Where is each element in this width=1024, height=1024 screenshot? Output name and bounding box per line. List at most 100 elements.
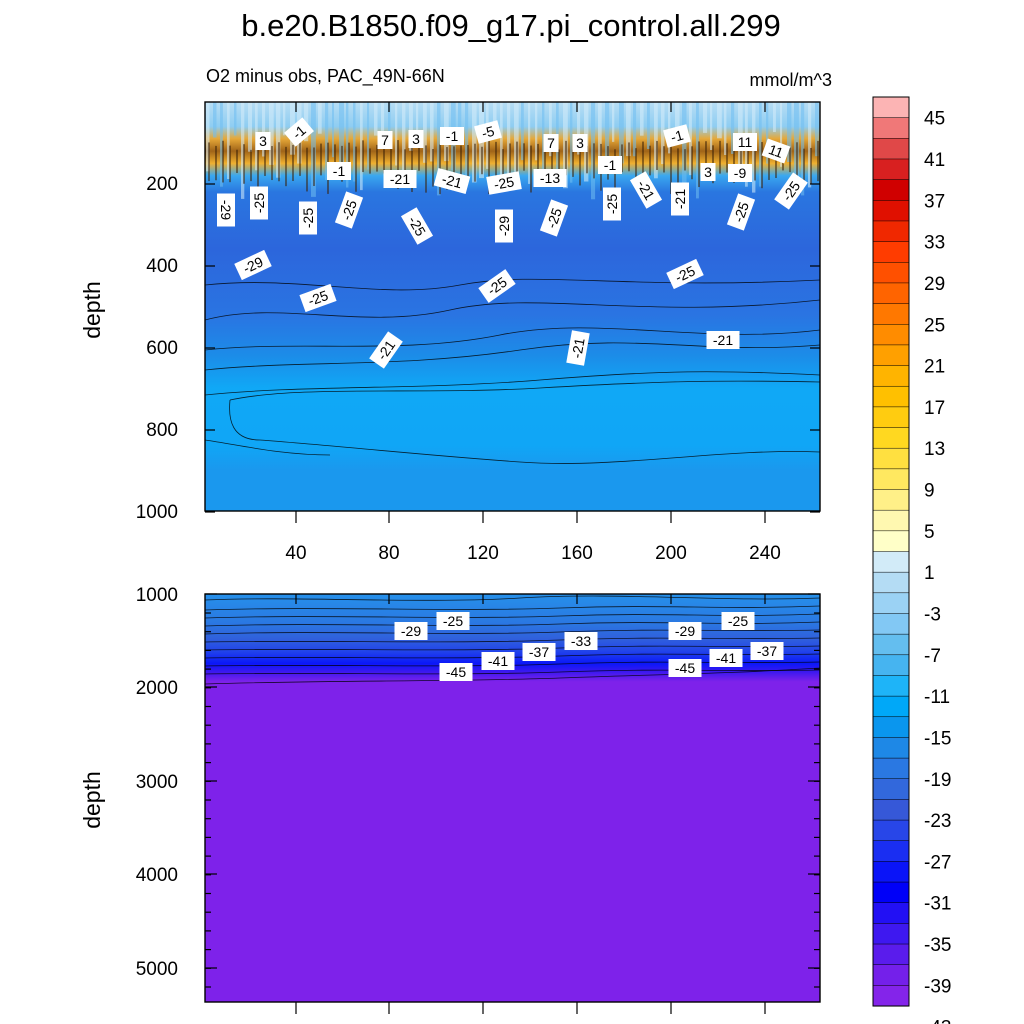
noise-stripe [220, 102, 223, 187]
contour-label: -25 [250, 186, 268, 220]
contour-label-text: -13 [540, 170, 560, 186]
noise-stripe [542, 102, 545, 183]
contour-label-text: -25 [672, 262, 697, 285]
contour-label-text: -25 [306, 287, 331, 309]
ytick-1000-lower: 1000 [136, 585, 178, 606]
colorbar-box [872, 385, 910, 408]
contour-label-box [700, 163, 716, 181]
colorbar-labels: 45 41 37 33 29 25 21 17 13 9 5 1 -3 -7 -11 -15 -19 -23 -27… [924, 109, 951, 1024]
noise-stripe [493, 102, 497, 135]
contour-label-text: -21 [440, 171, 464, 192]
contour-label: -25 [774, 172, 808, 210]
noise-stripe [640, 102, 644, 136]
contour-label: -29 [217, 193, 235, 227]
noise-stripe [668, 102, 671, 154]
noise-stripe [458, 102, 462, 138]
contour-label-text: -29 [218, 200, 234, 220]
contour-label-box [234, 249, 272, 281]
ytick-400: 400 [146, 256, 178, 277]
ytick-200: 200 [146, 174, 178, 195]
contour-label: -33 [564, 632, 598, 650]
noise-stripe [759, 102, 762, 187]
noise-stripe [241, 102, 245, 199]
noise-stripe [703, 102, 708, 133]
contour-label: -29 [394, 622, 428, 640]
contour-label-box [299, 201, 317, 235]
noise-stripe [710, 102, 713, 150]
colorbar: 45 41 37 33 29 25 21 17 13 9 5 1 -3 -7 -11 -15 -19 -23 -27… [872, 96, 951, 1024]
contour-label: -1 [663, 124, 691, 148]
contour-label: -29 [234, 249, 272, 281]
contour-label: -21 [566, 330, 590, 366]
noise-stripe [339, 102, 344, 164]
chart-title: b.e20.B1850.f09_g17.pi_control.all.299 [241, 8, 781, 43]
colorbar-label: 21 [924, 357, 945, 378]
noise-stripe [409, 102, 413, 151]
contour-label: 7 [543, 134, 559, 152]
noise-stripe [654, 102, 658, 179]
colorbar-box [872, 303, 910, 325]
noise-stripe [633, 102, 637, 157]
contour-label-text: -29 [401, 623, 421, 639]
noise-stripe [647, 102, 650, 149]
contour-label-text: 11 [766, 141, 785, 161]
contour-label-text: -29 [675, 623, 695, 639]
contour-label-text: -37 [529, 644, 549, 660]
contour-label-text: -45 [446, 664, 466, 680]
noise-stripe [724, 102, 727, 155]
colorbar-box [872, 117, 910, 139]
contour-label: -29 [495, 209, 513, 243]
contour-label-box [383, 170, 417, 188]
contour-label-box [761, 138, 791, 164]
colorbar-box [872, 551, 910, 573]
noise-stripe [661, 102, 665, 165]
colorbar-box [872, 530, 910, 553]
noise-stripe [619, 102, 624, 164]
lower-frame [204, 593, 821, 1003]
colorbar-box [872, 592, 910, 615]
noise-stripe [801, 102, 805, 196]
colorbar-label: -31 [924, 894, 951, 915]
noise-stripe [598, 102, 602, 172]
contour-label-text: 11 [738, 134, 753, 150]
colorbar-frame [872, 96, 910, 1007]
contour-label-box [733, 133, 757, 151]
noise-stripe [549, 102, 552, 157]
contour-label: -29 [668, 622, 702, 640]
panel-subtitle: O2 minus obs, PAC_49N-66N [206, 66, 445, 87]
contour-label-box [709, 649, 743, 667]
noise-stripe [521, 102, 524, 161]
colorbar-box [872, 365, 910, 387]
contour-label-box [495, 209, 513, 243]
noise-stripe [416, 102, 419, 137]
upper-ylabel: depth [79, 281, 105, 339]
contour-label-box [400, 207, 434, 245]
contour-label-box [750, 642, 784, 660]
contour-label-text: 3 [576, 135, 584, 151]
contour-label: -25 [486, 171, 522, 195]
noise-stripe [304, 102, 309, 142]
xtick-200: 200 [655, 543, 687, 564]
contour-label-box [533, 169, 567, 187]
noise-stripe [395, 102, 398, 166]
ytick-4000: 4000 [136, 865, 178, 886]
colorbar-label: -7 [924, 646, 941, 667]
colorbar-label: -15 [924, 728, 951, 749]
contour-label: -1 [440, 127, 464, 145]
lower-contour-labels: -25 -29 -37 -33 -29 -25 -45 -41 -45 -41 -37 [394, 612, 784, 681]
noise-stripe [731, 102, 735, 154]
noise-stripe [577, 102, 581, 155]
contour-label-text: -5 [480, 123, 496, 142]
contour-label-box [250, 186, 268, 220]
lower-ylabel: depth [79, 771, 105, 829]
colorbar-box [872, 282, 910, 305]
contour-label-text: -25 [443, 613, 463, 629]
contour-label: -25 [603, 187, 621, 221]
contour-label-box [543, 134, 559, 152]
contour-label-text: -21 [672, 189, 688, 209]
noise-stripe [675, 102, 680, 144]
colorbar-box [872, 819, 910, 842]
contour-label: -41 [709, 649, 743, 667]
colorbar-label: 5 [924, 522, 935, 543]
